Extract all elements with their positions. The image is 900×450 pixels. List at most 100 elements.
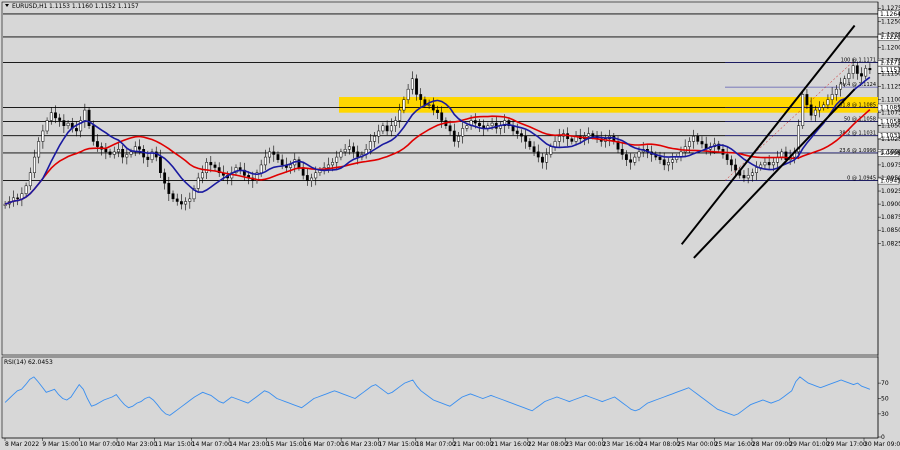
candle-body <box>553 141 557 147</box>
candle-body <box>440 112 444 121</box>
time-tick-label: 25 Mar 00:00 <box>677 441 717 448</box>
candle-body <box>805 94 809 106</box>
candle-body <box>385 125 389 132</box>
candle-body <box>687 141 691 147</box>
candle-body <box>201 172 204 179</box>
price-label-text: 1.1171 <box>880 60 900 67</box>
price-tick-label: 1.1000 <box>881 149 900 156</box>
rsi-tick-label: 50 <box>881 396 889 403</box>
price-tick-label: 1.1175 <box>881 57 900 64</box>
candle-body <box>419 94 423 100</box>
candle-body <box>37 141 41 158</box>
ohlc-readout: 1.1153 1.1160 1.1152 1.1157 <box>49 3 139 10</box>
candle-body <box>532 146 536 153</box>
candle-body <box>461 128 465 137</box>
fib-level-label: 76.4 @ 1.1124 <box>839 82 876 88</box>
candle-body <box>864 68 868 77</box>
fib-level-label: 38.2 @ 1.1031 <box>839 131 876 137</box>
candle-body <box>830 94 834 100</box>
time-tick-label: 30 Mar 09:00 <box>864 441 900 448</box>
candle-body <box>45 120 49 132</box>
candle-body <box>314 172 318 179</box>
candle-body <box>410 78 414 90</box>
rsi-indicator: 70 50 30 0 <box>4 376 889 441</box>
price-label-box <box>877 33 900 41</box>
candle-body <box>112 151 116 155</box>
candle-body <box>24 185 28 194</box>
candle-body <box>473 120 477 124</box>
candle-body <box>62 120 66 126</box>
candle-body <box>83 109 87 121</box>
candle-body <box>818 107 821 111</box>
fib-level-label: 50 @ 1.1058 <box>844 117 876 123</box>
candle-body <box>797 125 800 153</box>
chart-menu-triangle-icon[interactable] <box>5 4 9 7</box>
candle-body <box>725 154 729 160</box>
candle-body <box>150 151 154 160</box>
candlesticks <box>3 58 872 211</box>
candle-body <box>746 175 750 179</box>
candle-body <box>755 167 758 174</box>
time-tick-label: 15 Mar 15:00 <box>266 441 306 448</box>
candle-body <box>272 151 276 155</box>
candle-body <box>234 167 238 174</box>
time-tick-label: 14 Mar 07:00 <box>192 441 232 448</box>
candle-body <box>373 135 376 142</box>
candle-body <box>389 125 393 132</box>
price-label-text: 1.0998 <box>880 150 900 157</box>
candle-body <box>331 162 334 166</box>
candle-body <box>343 149 347 153</box>
candle-body <box>125 154 129 158</box>
candle-body <box>700 141 704 145</box>
candle-body <box>742 175 746 179</box>
candle-body <box>763 162 767 166</box>
candle-body <box>180 201 183 205</box>
candle-body <box>717 143 721 150</box>
price-label-box <box>877 10 900 18</box>
candle-body <box>41 130 45 142</box>
candle-body <box>520 133 523 137</box>
candle-body <box>213 164 217 168</box>
price-label-box <box>877 176 900 185</box>
candle-body <box>121 149 125 158</box>
candle-body <box>801 94 805 126</box>
price-tick-label: 1.1250 <box>881 18 900 25</box>
candle-body <box>431 104 435 111</box>
time-tick-label: 29 Mar 17:00 <box>827 441 867 448</box>
price-axis-ticks: 1.12751.12501.12251.12001.11751.11501.11… <box>878 5 900 247</box>
candle-body <box>175 198 179 202</box>
candle-body <box>188 198 192 202</box>
candle-body <box>784 151 788 160</box>
rsi-tick-label: 70 <box>881 380 889 387</box>
candle-body <box>750 172 754 176</box>
candle-body <box>192 188 196 200</box>
candle-body <box>629 159 633 163</box>
candle-body <box>658 156 662 160</box>
candle-body <box>524 135 528 142</box>
candle-body <box>104 149 108 153</box>
candle-body <box>129 151 133 155</box>
fib-level-label: 100 @ 1.1171 <box>841 58 876 64</box>
price-label-box <box>877 103 900 112</box>
candle-body <box>217 167 221 174</box>
price-tick-label: 1.0875 <box>881 214 900 221</box>
candle-body <box>263 156 267 166</box>
candle-body <box>591 133 595 137</box>
candle-body <box>541 156 544 163</box>
candle-body <box>809 104 813 116</box>
candle-body <box>49 112 53 121</box>
candle-body <box>339 151 343 158</box>
candle-body <box>780 151 784 158</box>
fib-level-label: 0 @ 1.0945 <box>847 176 876 182</box>
candle-body <box>335 156 339 163</box>
price-tick-label: 1.0950 <box>881 175 900 182</box>
candle-body <box>625 154 628 160</box>
fibonacci-retracement: 100 @ 1.1171 76.4 @ 1.1124 61.8 @ 1.1085 50… <box>724 58 878 182</box>
trend-channel-line <box>693 88 856 259</box>
candle-body <box>536 151 540 158</box>
candle-body <box>448 125 452 132</box>
candle-body <box>692 135 695 142</box>
time-tick-label: 14 Mar 23:00 <box>229 441 269 448</box>
candle-body <box>205 162 209 174</box>
